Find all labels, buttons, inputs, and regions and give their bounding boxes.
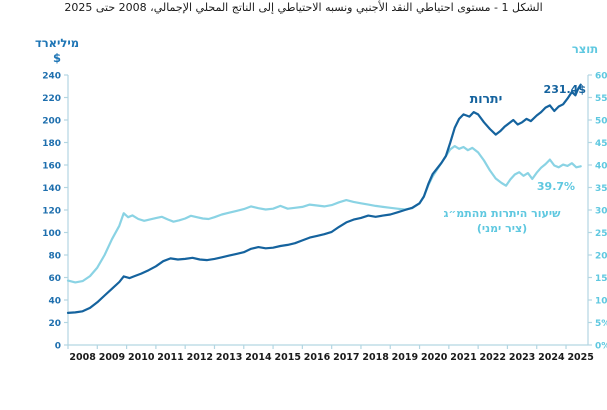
series-reserves-name-label: יתרות — [470, 91, 503, 106]
right-axis-tick-label: 15% — [595, 274, 607, 284]
left-axis-tick-label: 240 — [42, 72, 61, 82]
x-axis-tick-label: 2015 — [274, 352, 300, 363]
right-axis-tick-label: 0% — [595, 342, 607, 352]
right-axis-tick-label: 40% — [595, 162, 607, 172]
left-axis-tick-label: 0 — [55, 342, 61, 352]
x-axis-tick-label: 2019 — [392, 352, 418, 363]
right-axis-tick-label: 30% — [595, 207, 607, 217]
right-axis-tick-label: 55% — [595, 94, 607, 104]
left-axis-tick-label: 200 — [42, 117, 61, 127]
x-axis-tick-label: 2022 — [480, 352, 506, 363]
left-axis-tick-label: 60 — [48, 274, 61, 284]
x-axis-tick-label: 2016 — [304, 352, 331, 363]
left-axis-title-units: $ — [53, 51, 61, 65]
series-ratio-labels: שיעור היתרות מהתמ״ג (ציר ימני) 39.7% — [444, 180, 576, 235]
x-axis-tick-label: 2025 — [567, 352, 593, 363]
left-axis-tick-label: 20 — [48, 319, 61, 329]
x-axis-tick-label: 2013 — [216, 352, 242, 363]
x-axis-tick-label: 2017 — [333, 352, 359, 363]
series-reserves-end-value-label: 231.4$ — [544, 83, 586, 96]
figure-title: الشكل 1 - مستوى احتياطي النقد الأجنبي ون… — [64, 1, 543, 14]
axis-titles: מיליארד$ תוצר — [35, 36, 598, 65]
right-axis-tick-label: 45% — [595, 139, 607, 149]
x-axis-tick-label: 2010 — [128, 352, 155, 363]
left-axis-tick-label: 40 — [48, 297, 61, 307]
series-ratio-end-value-label: 39.7% — [537, 180, 575, 193]
right-axis-tick-label: 10% — [595, 297, 607, 307]
right-axis: 0% 5% 10% 15% 20% 25% 30% 35% 40% 45% 50% 55% 60% — [588, 72, 607, 352]
left-axis-tick-label: 140 — [42, 184, 61, 194]
x-axis-tick-label: 2008 — [69, 352, 96, 363]
x-axis-tick-label: 2014 — [245, 352, 272, 363]
right-axis-tick-label: 50% — [595, 117, 607, 127]
left-axis-tick-label: 160 — [42, 162, 61, 172]
x-axis-tick-label: 2011 — [157, 352, 183, 363]
right-axis-tick-label: 5% — [595, 319, 607, 329]
right-axis-tick-label: 25% — [595, 229, 607, 239]
x-axis-tick-label: 2009 — [99, 352, 125, 363]
series-reserves-labels: יתרות 231.4$ — [470, 83, 586, 106]
series-reserves-line — [66, 83, 582, 314]
x-axis-tick-label: 2012 — [187, 352, 213, 363]
series-ratio-name-label: שיעור היתרות מהתמ״ג — [444, 207, 562, 220]
right-axis-tick-label: 35% — [595, 184, 607, 194]
x-axis-tick-label: 2024 — [538, 352, 565, 363]
x-axis: 2008 2009 2010 2011 2012 2013 2014 2015 2016 2017… — [67, 345, 594, 363]
left-axis-tick-label: 80 — [48, 252, 61, 262]
left-axis-tick-label: 180 — [42, 139, 61, 149]
series-ratio-line — [66, 145, 582, 284]
x-axis-tick-label: 2023 — [509, 352, 535, 363]
right-axis-title: תוצר — [572, 42, 598, 56]
left-axis: 0 20 40 60 80 100 120 140 160 180 200 220 240 — [42, 72, 68, 352]
x-axis-tick-label: 2018 — [362, 352, 389, 363]
x-axis-tick-label: 2020 — [421, 352, 448, 363]
series-ratio-name-label-2: (ציר ימני) — [477, 222, 527, 235]
right-axis-tick-label: 20% — [595, 252, 607, 262]
right-axis-tick-label: 60% — [595, 72, 607, 82]
left-axis-tick-label: 100 — [42, 229, 61, 239]
left-axis-title: מיליארד — [35, 36, 79, 50]
x-axis-tick-label: 2021 — [450, 352, 476, 363]
left-axis-tick-label: 120 — [42, 207, 61, 217]
left-axis-tick-label: 220 — [42, 94, 61, 104]
